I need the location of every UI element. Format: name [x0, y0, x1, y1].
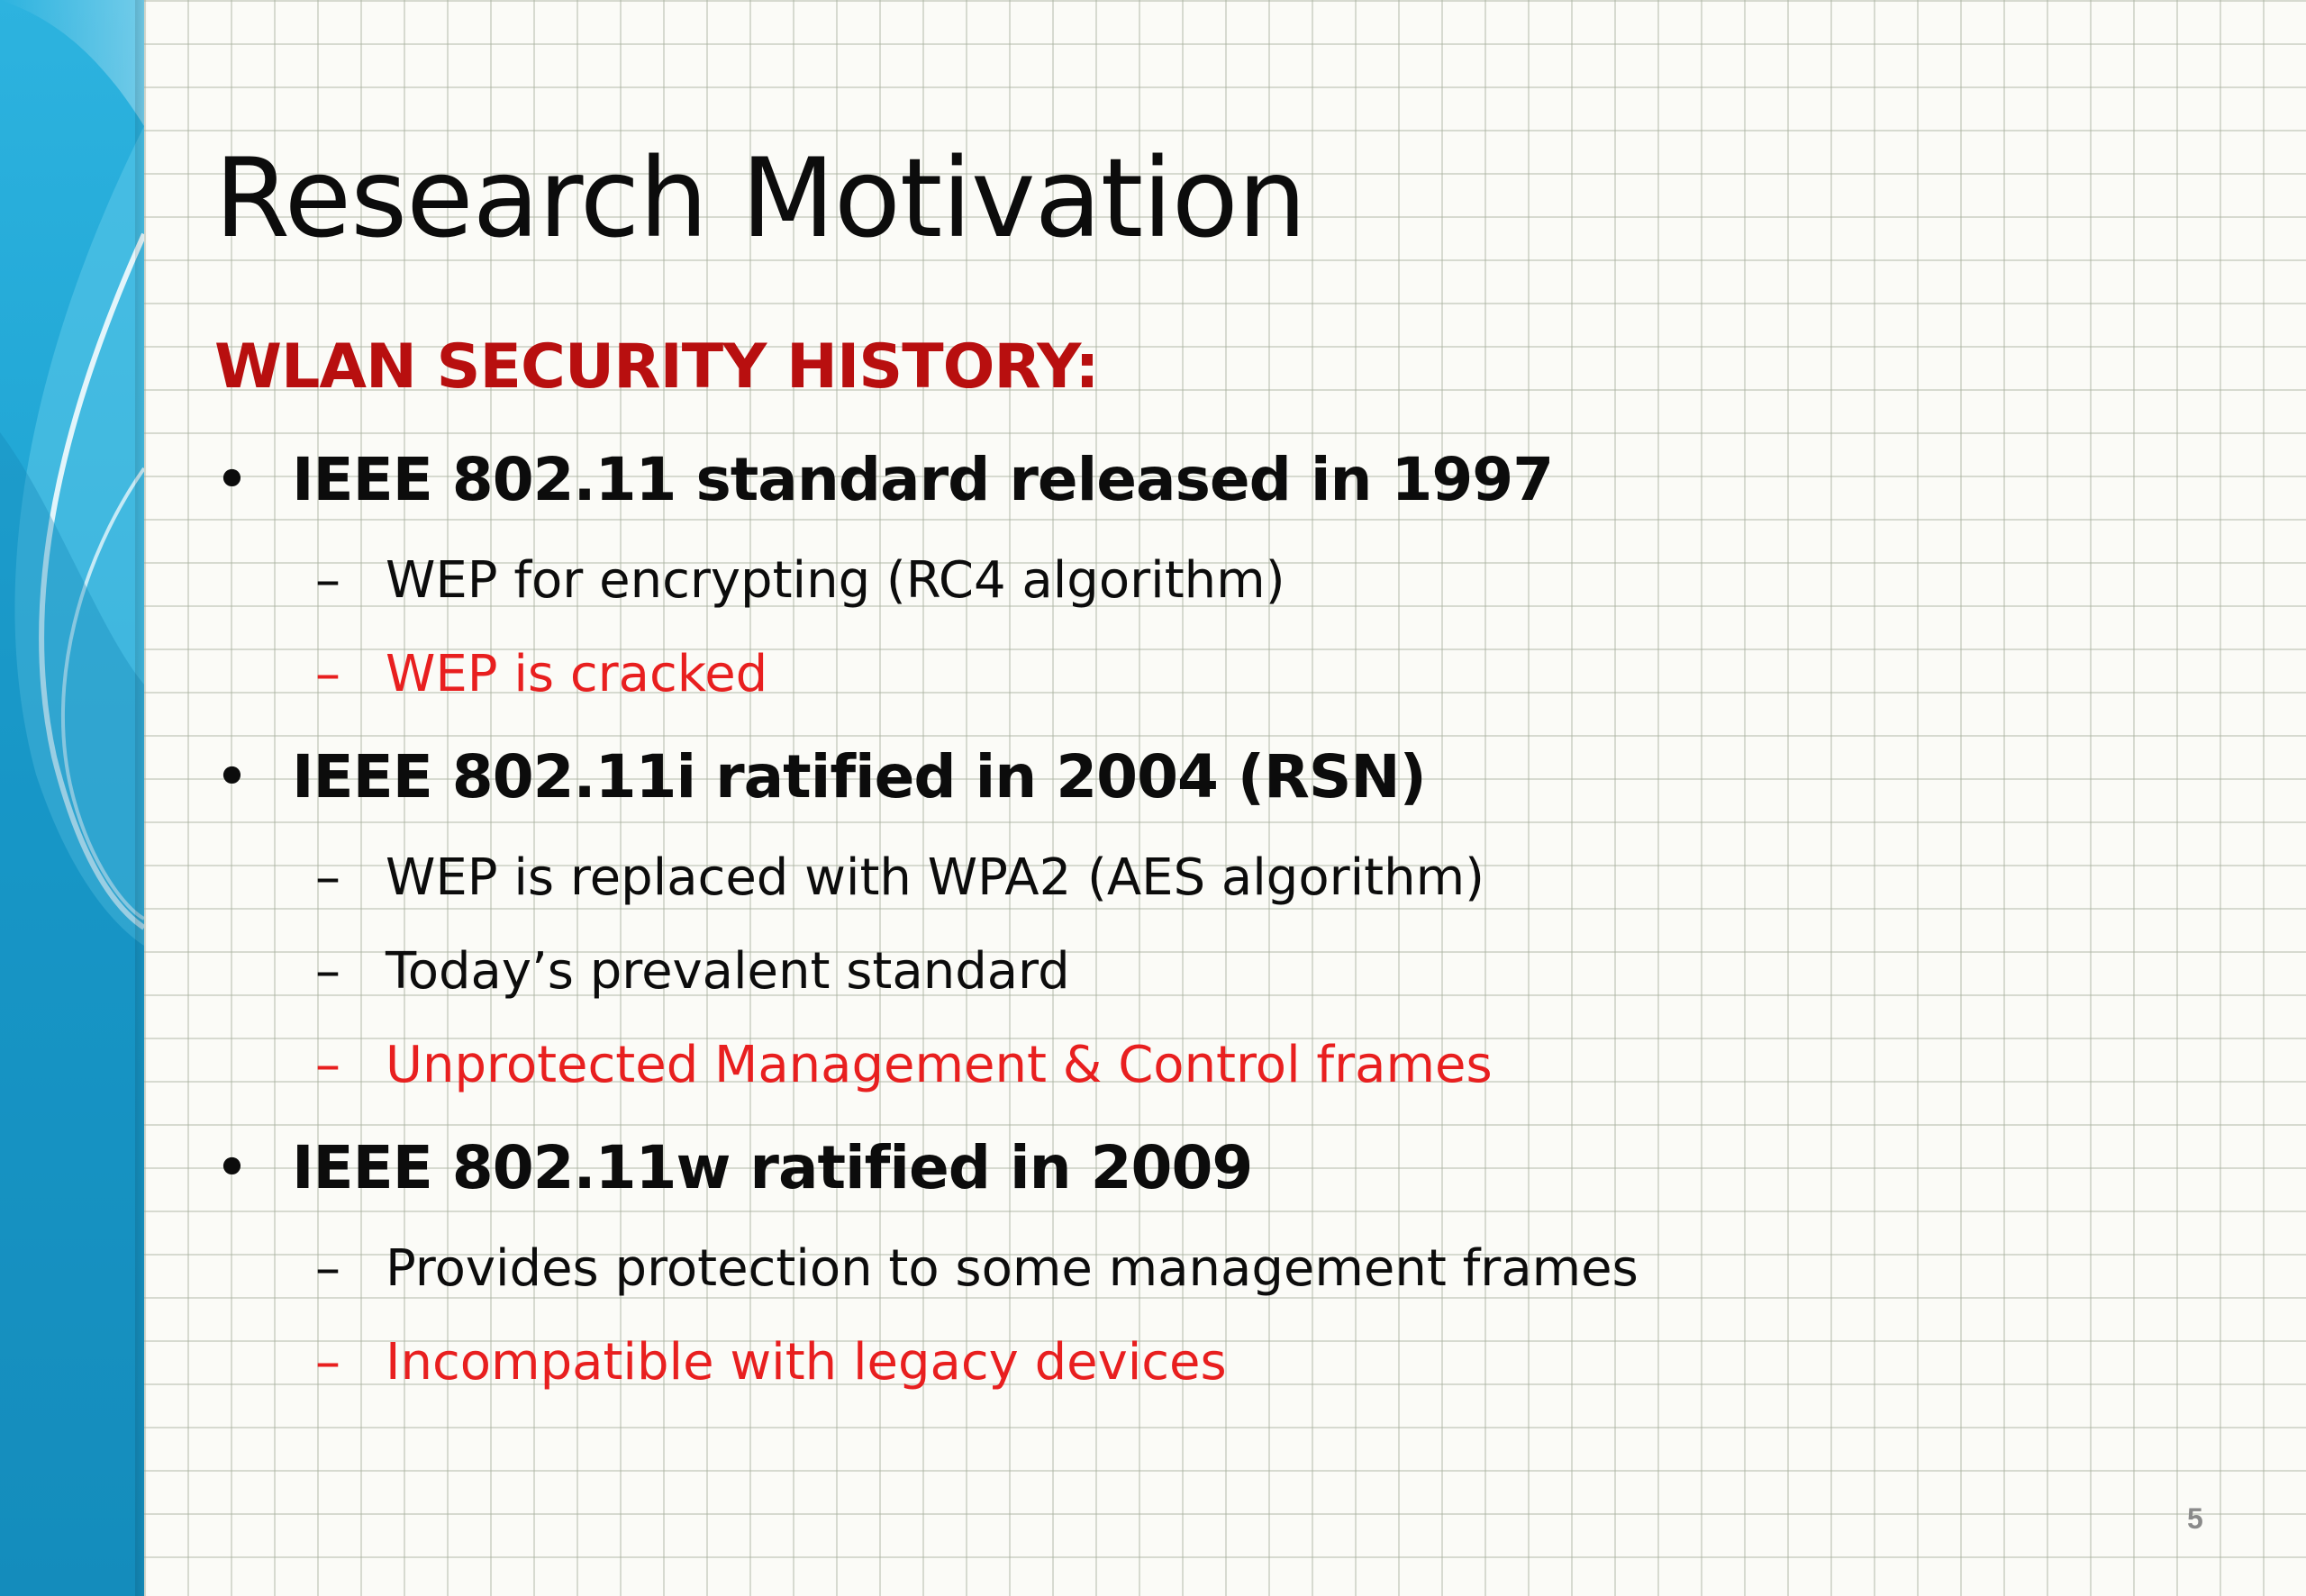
- decorative-side-band: [0, 0, 144, 1596]
- dash-icon: –: [315, 1239, 340, 1298]
- bullet-icon: •: [214, 1133, 250, 1202]
- sub-item-highlight: – Unprotected Management & Control frames: [315, 1036, 1493, 1094]
- sub-item-highlight: – WEP is cracked: [315, 645, 767, 703]
- bullet-heading: • IEEE 802.11i ratified in 2004 (RSN): [214, 742, 1427, 812]
- bullet-icon: •: [214, 445, 250, 514]
- sub-item: – WEP for encrypting (RC4 algorithm): [315, 551, 1285, 610]
- band-shadow: [135, 0, 148, 1596]
- sub-item-text: Today’s prevalent standard: [386, 942, 1070, 1001]
- sub-item-text: Unprotected Management & Control frames: [386, 1036, 1493, 1094]
- sub-item-highlight: – Incompatible with legacy devices: [315, 1333, 1227, 1392]
- slide-subtitle: WLAN SECURITY HISTORY:: [214, 331, 1100, 403]
- dash-icon: –: [315, 551, 340, 610]
- bullet-icon: •: [214, 742, 250, 812]
- bullet-heading-text: IEEE 802.11w ratified in 2009: [292, 1133, 1253, 1202]
- dash-icon: –: [315, 942, 340, 1001]
- sub-item-text: WEP for encrypting (RC4 algorithm): [386, 551, 1285, 610]
- dash-icon: –: [315, 645, 340, 703]
- dash-icon: –: [315, 848, 340, 907]
- sub-item-text: Provides protection to some management f…: [386, 1239, 1639, 1298]
- bullet-heading: • IEEE 802.11w ratified in 2009: [214, 1133, 1253, 1202]
- bullet-heading-text: IEEE 802.11 standard released in 1997: [292, 445, 1554, 514]
- bullet-heading-text: IEEE 802.11i ratified in 2004 (RSN): [292, 742, 1427, 812]
- sub-item-text: WEP is cracked: [386, 645, 768, 703]
- sub-item: – Provides protection to some management …: [315, 1239, 1639, 1298]
- dash-icon: –: [315, 1036, 340, 1094]
- sub-item-text: Incompatible with legacy devices: [386, 1333, 1227, 1392]
- sub-item-text: WEP is replaced with WPA2 (AES algorithm…: [386, 848, 1485, 907]
- slide-title: Research Motivation: [214, 135, 1307, 262]
- page-number: 5: [2187, 1502, 2203, 1535]
- dash-icon: –: [315, 1333, 340, 1392]
- sub-item: – WEP is replaced with WPA2 (AES algorith…: [315, 848, 1484, 907]
- sub-item: – Today’s prevalent standard: [315, 942, 1070, 1001]
- bullet-heading: • IEEE 802.11 standard released in 1997: [214, 445, 1554, 514]
